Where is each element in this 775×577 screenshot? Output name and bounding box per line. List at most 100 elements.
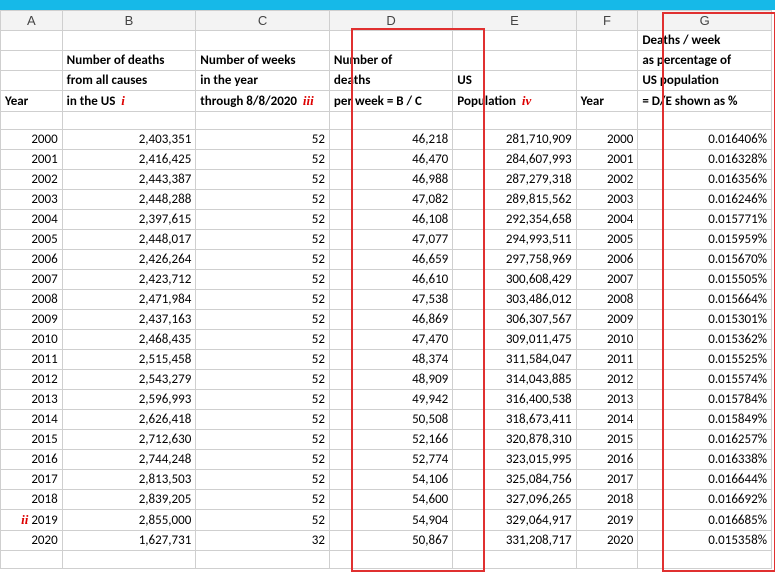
cell-year-2016[interactable]: 2016: [1, 450, 63, 470]
cell-A-h1[interactable]: [1, 31, 63, 51]
col-header-E[interactable]: E: [453, 11, 576, 31]
cell-C-h4[interactable]: through 8/8/2020 iii: [196, 91, 330, 112]
cell-year2-2003[interactable]: 2003: [576, 190, 638, 210]
cell-E-h2[interactable]: [453, 51, 576, 71]
cell-weeks-2006[interactable]: 52: [196, 250, 330, 270]
table-row[interactable]: 20112,515,4585248,374311,584,04720110.01…: [1, 350, 772, 370]
cell-weeks-2013[interactable]: 52: [196, 390, 330, 410]
cell-B-h3[interactable]: from all causes: [62, 71, 196, 91]
cell-weeks-2017[interactable]: 52: [196, 470, 330, 490]
cell-pop-2003[interactable]: 289,815,562: [453, 190, 576, 210]
cell-year2-2018[interactable]: 2018: [576, 490, 638, 510]
cell-pct-2004[interactable]: 0.015771%: [638, 210, 772, 230]
cell-year-2020[interactable]: 2020: [1, 531, 63, 551]
cell-weeks-2007[interactable]: 52: [196, 270, 330, 290]
cell-pct-2014[interactable]: 0.015849%: [638, 410, 772, 430]
cell-perweek-2005[interactable]: 47,077: [329, 230, 452, 250]
cell-pct-2016[interactable]: 0.016338%: [638, 450, 772, 470]
table-row[interactable]: 20022,443,3875246,988287,279,31820020.01…: [1, 170, 772, 190]
cell-perweek-2016[interactable]: 52,774: [329, 450, 452, 470]
cell-year-2003[interactable]: 2003: [1, 190, 63, 210]
cell-pct-2013[interactable]: 0.015784%: [638, 390, 772, 410]
cell-pct-2006[interactable]: 0.015670%: [638, 250, 772, 270]
cell-deaths-2014[interactable]: 2,626,418: [62, 410, 196, 430]
cell-perweek-2018[interactable]: 54,600: [329, 490, 452, 510]
col-header-G[interactable]: G: [638, 11, 772, 31]
cell-deaths-2005[interactable]: 2,448,017: [62, 230, 196, 250]
cell-weeks-2016[interactable]: 52: [196, 450, 330, 470]
cell-perweek-2020[interactable]: 50,867: [329, 531, 452, 551]
col-header-F[interactable]: F: [576, 11, 638, 31]
cell-pop-2008[interactable]: 303,486,012: [453, 290, 576, 310]
cell-E-h4[interactable]: Population iv: [453, 91, 576, 112]
cell-D-h3[interactable]: deaths: [329, 71, 452, 91]
cell-year2-2004[interactable]: 2004: [576, 210, 638, 230]
cell-year-2012[interactable]: 2012: [1, 370, 63, 390]
cell-year2-2013[interactable]: 2013: [576, 390, 638, 410]
cell-perweek-2002[interactable]: 46,988: [329, 170, 452, 190]
cell-pop-2013[interactable]: 316,400,538: [453, 390, 576, 410]
cell-year2-2012[interactable]: 2012: [576, 370, 638, 390]
cell-year2-2007[interactable]: 2007: [576, 270, 638, 290]
cell-G-h3[interactable]: US population: [638, 71, 772, 91]
table-row[interactable]: 20002,403,3515246,218281,710,90920000.01…: [1, 130, 772, 150]
cell-year-2005[interactable]: 2005: [1, 230, 63, 250]
col-header-D[interactable]: D: [329, 11, 452, 31]
cell-G-h4[interactable]: = D/E shown as %: [638, 91, 772, 112]
cell-pop-2012[interactable]: 314,043,885: [453, 370, 576, 390]
cell-weeks-2012[interactable]: 52: [196, 370, 330, 390]
table-row[interactable]: 20152,712,6305252,166320,878,31020150.01…: [1, 430, 772, 450]
cell-deaths-2012[interactable]: 2,543,279: [62, 370, 196, 390]
table-row[interactable]: 20132,596,9935249,942316,400,53820130.01…: [1, 390, 772, 410]
cell-A-h4[interactable]: Year: [1, 91, 63, 112]
cell-weeks-2000[interactable]: 52: [196, 130, 330, 150]
cell-F-h1[interactable]: [576, 31, 638, 51]
cell-E-h3[interactable]: US: [453, 71, 576, 91]
cell-pop-2020[interactable]: 331,208,717: [453, 531, 576, 551]
cell-deaths-2002[interactable]: 2,443,387: [62, 170, 196, 190]
cell-deaths-2003[interactable]: 2,448,288: [62, 190, 196, 210]
cell-C-h1[interactable]: [196, 31, 330, 51]
cell-pop-2007[interactable]: 300,608,429: [453, 270, 576, 290]
cell-deaths-2008[interactable]: 2,471,984: [62, 290, 196, 310]
cell-deaths-2004[interactable]: 2,397,615: [62, 210, 196, 230]
cell-deaths-2019[interactable]: 2,855,000: [62, 510, 196, 531]
cell-weeks-2015[interactable]: 52: [196, 430, 330, 450]
cell-weeks-2001[interactable]: 52: [196, 150, 330, 170]
cell-weeks-2004[interactable]: 52: [196, 210, 330, 230]
cell-year-2009[interactable]: 2009: [1, 310, 63, 330]
cell-pop-2018[interactable]: 327,096,265: [453, 490, 576, 510]
cell-pct-2005[interactable]: 0.015959%: [638, 230, 772, 250]
cell-pct-2017[interactable]: 0.016644%: [638, 470, 772, 490]
cell-perweek-2014[interactable]: 50,508: [329, 410, 452, 430]
table-row[interactable]: 20162,744,2485252,774323,015,99520160.01…: [1, 450, 772, 470]
cell-deaths-2018[interactable]: 2,839,205: [62, 490, 196, 510]
cell-pop-2015[interactable]: 320,878,310: [453, 430, 576, 450]
cell-perweek-2001[interactable]: 46,470: [329, 150, 452, 170]
cell-pop-2009[interactable]: 306,307,567: [453, 310, 576, 330]
cell-deaths-2007[interactable]: 2,423,712: [62, 270, 196, 290]
cell-year-2010[interactable]: 2010: [1, 330, 63, 350]
cell-pop-2000[interactable]: 281,710,909: [453, 130, 576, 150]
cell-year2-2002[interactable]: 2002: [576, 170, 638, 190]
cell-pct-2008[interactable]: 0.015664%: [638, 290, 772, 310]
cell-deaths-2011[interactable]: 2,515,458: [62, 350, 196, 370]
col-header-B[interactable]: B: [62, 11, 196, 31]
cell-year-2004[interactable]: 2004: [1, 210, 63, 230]
cell-deaths-2001[interactable]: 2,416,425: [62, 150, 196, 170]
cell-weeks-2009[interactable]: 52: [196, 310, 330, 330]
cell-pct-2010[interactable]: 0.015362%: [638, 330, 772, 350]
cell-pct-2003[interactable]: 0.016246%: [638, 190, 772, 210]
cell-A-h3[interactable]: [1, 71, 63, 91]
cell-year2-2017[interactable]: 2017: [576, 470, 638, 490]
cell-perweek-2008[interactable]: 47,538: [329, 290, 452, 310]
cell-perweek-2003[interactable]: 47,082: [329, 190, 452, 210]
cell-deaths-2015[interactable]: 2,712,630: [62, 430, 196, 450]
cell-perweek-2004[interactable]: 46,108: [329, 210, 452, 230]
cell-pct-2019[interactable]: 0.016685%: [638, 510, 772, 531]
cell-pop-2014[interactable]: 318,673,411: [453, 410, 576, 430]
cell-perweek-2019[interactable]: 54,904: [329, 510, 452, 531]
table-row[interactable]: 20172,813,5035254,106325,084,75620170.01…: [1, 470, 772, 490]
cell-year-2000[interactable]: 2000: [1, 130, 63, 150]
cell-A-h2[interactable]: [1, 51, 63, 71]
